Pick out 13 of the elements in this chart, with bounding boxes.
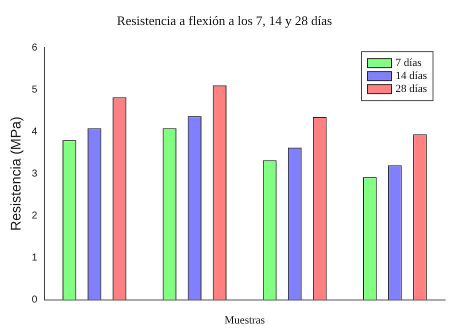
x-axis-title: Muestras — [224, 314, 265, 326]
y-tick-label: 5 — [32, 84, 38, 96]
legend-label: 14 días — [396, 70, 428, 82]
y-tick-label: 2 — [32, 210, 38, 222]
legend-label: 7 días — [396, 56, 422, 69]
y-axis-title: Resistencia (MPa) — [7, 116, 24, 231]
y-tick-label: 1 — [32, 252, 38, 264]
y-tick-label: 3 — [32, 168, 38, 180]
chart-title: Resistencia a flexión a los 7, 14 y 28 días — [116, 13, 332, 28]
y-tick-label: 4 — [32, 126, 38, 138]
legend-label: 28 días — [396, 82, 428, 95]
y-tick-label: 0 — [32, 294, 38, 306]
y-tick-label: 6 — [32, 42, 38, 54]
